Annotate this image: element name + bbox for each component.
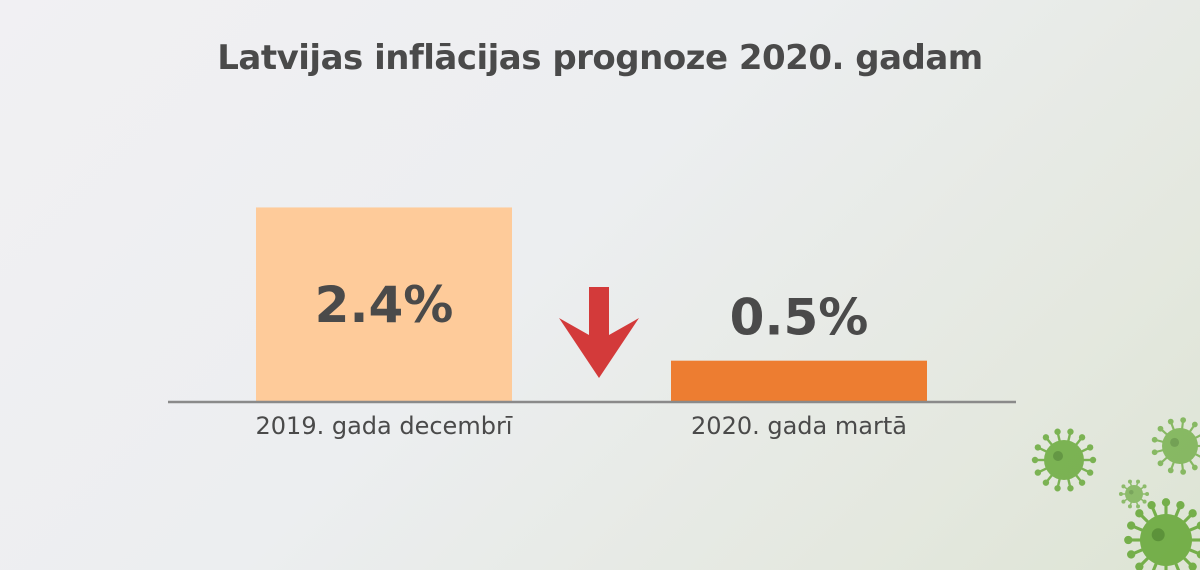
bars-group xyxy=(256,207,927,401)
category-labels-group: 2019. gada decembrī 2020. gada martā xyxy=(256,412,907,440)
category-label-1: 2019. gada decembrī xyxy=(256,412,513,440)
virus-decorations xyxy=(1031,417,1200,570)
bar-1 xyxy=(256,207,512,401)
bar-2 xyxy=(671,360,927,401)
bar-value-label-1: 2.4% xyxy=(315,276,454,334)
down-arrow-icon xyxy=(559,287,639,378)
virus-icon xyxy=(1118,479,1150,509)
bar-value-label-2: 0.5% xyxy=(730,289,869,347)
value-labels-group: 2.4% 0.5% xyxy=(315,276,869,346)
category-label-2: 2020. gada martā xyxy=(691,412,907,440)
virus-icon xyxy=(1124,498,1200,570)
virus-icon xyxy=(1151,417,1200,475)
chart-title: Latvijas inflācijas prognoze 2020. gadam xyxy=(217,38,983,78)
virus-icon xyxy=(1031,428,1097,492)
